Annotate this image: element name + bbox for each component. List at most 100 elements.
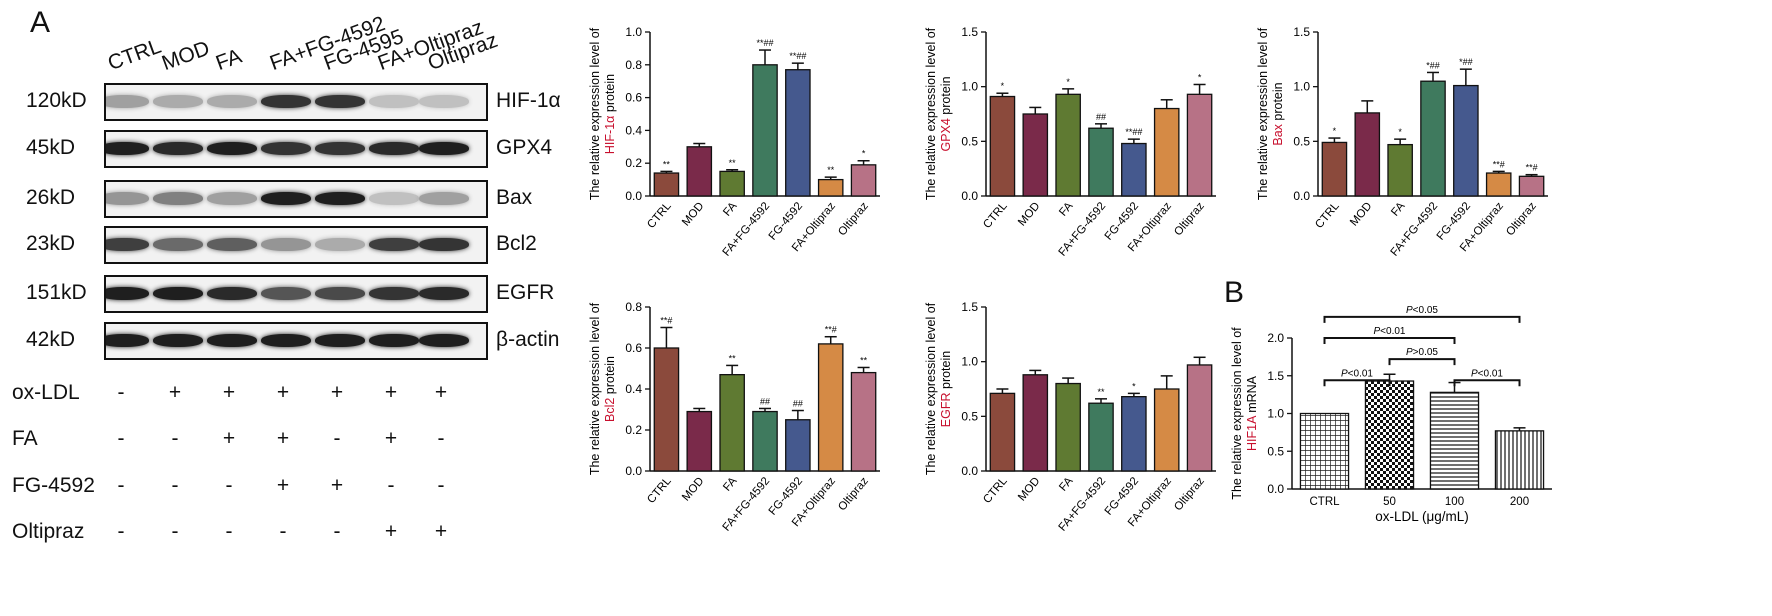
molecular-weight-label: 23kD	[26, 232, 76, 255]
protein-band	[369, 334, 419, 347]
x-tick-label: MOD	[1348, 200, 1374, 228]
x-tick-label: Oltipraz	[1504, 200, 1539, 238]
data-bar	[1153, 388, 1180, 472]
treatment-sign: -	[171, 474, 179, 497]
significance-mark: **	[663, 159, 671, 169]
y-tick-label: 0.5	[1293, 134, 1310, 148]
protein-band	[106, 142, 149, 155]
y-tick-label: 0.0	[1267, 482, 1284, 496]
p-value-label: P<0.01	[1374, 326, 1406, 337]
data-bar	[653, 172, 680, 197]
protein-band	[315, 95, 365, 108]
x-tick-label: FA	[1057, 200, 1075, 219]
x-tick-label: Oltipraz	[1172, 200, 1207, 238]
protein-band	[153, 238, 203, 251]
protein-band	[261, 334, 311, 347]
treatment-sign: +	[434, 381, 448, 404]
panel-a-label: A	[30, 6, 51, 39]
treatment-label: FG-4592	[12, 474, 95, 497]
y-tick-label: 1.0	[961, 80, 978, 94]
p-value-label: P<0.05	[1406, 305, 1438, 316]
molecular-weight-label: 42kD	[26, 328, 76, 351]
protein-name-label: β-actin	[496, 328, 560, 351]
x-tick-label: 200	[1510, 496, 1529, 508]
data-bar	[653, 347, 680, 472]
x-tick-label: FA	[721, 475, 739, 494]
data-bar	[1022, 374, 1049, 472]
protein-band	[369, 142, 419, 155]
blot-strip	[104, 322, 488, 360]
significance-mark: **##	[756, 38, 773, 48]
protein-band	[315, 287, 365, 300]
protein-band	[153, 95, 203, 108]
treatment-sign: +	[276, 427, 290, 450]
treatment-sign: +	[222, 381, 236, 404]
protein-band	[153, 142, 203, 155]
y-tick-label: 1.5	[961, 300, 978, 314]
protein-band	[315, 192, 365, 205]
x-tick-label: CTRL	[981, 475, 1010, 506]
treatment-label: Oltipraz	[12, 520, 85, 543]
x-tick-label: MOD	[1016, 200, 1042, 228]
x-tick-label: MOD	[680, 200, 706, 228]
protein-name-label: EGFR	[496, 281, 555, 304]
x-tick-label: 50	[1383, 496, 1396, 508]
y-tick-label: 1.5	[1267, 369, 1284, 383]
data-bar	[1088, 127, 1114, 197]
data-bar	[752, 410, 778, 472]
y-tick-label: 0.5	[961, 409, 978, 423]
significance-mark: **	[827, 165, 835, 175]
protein-band	[106, 95, 149, 108]
x-tick-label: FA	[1389, 200, 1407, 219]
comparison-bracket	[1323, 315, 1521, 323]
data-bar	[1153, 107, 1180, 197]
y-tick-label: 0.0	[961, 464, 978, 478]
data-bar	[1387, 143, 1413, 197]
y-axis-label: The relative expression level ofHIF1A mR…	[1230, 327, 1259, 500]
blot-strip	[104, 226, 488, 264]
significance-mark: **	[1097, 387, 1105, 397]
data-bar	[1121, 396, 1147, 472]
protein-band	[369, 238, 419, 251]
significance-mark: **	[729, 158, 737, 168]
data-bar	[686, 146, 713, 197]
significance-mark: ##	[1096, 112, 1106, 122]
protein-band	[315, 334, 365, 347]
protein-band	[369, 287, 419, 300]
blot-strip	[104, 275, 488, 313]
y-tick-label: 1.0	[1267, 407, 1284, 421]
protein-band	[207, 334, 257, 347]
y-tick-label: 0.2	[625, 156, 642, 170]
protein-band	[419, 287, 469, 300]
significance-mark: **##	[1125, 127, 1142, 137]
significance-mark: *##	[1459, 57, 1473, 67]
protein-name-label: Bcl2	[496, 232, 537, 255]
x-tick-label: 100	[1445, 496, 1464, 508]
protein-band	[153, 334, 203, 347]
treatment-sign: +	[330, 474, 344, 497]
data-bar	[1055, 93, 1081, 197]
treatment-sign: -	[387, 474, 395, 497]
x-tick-label: FA	[1057, 475, 1075, 494]
y-tick-label: 2.0	[1267, 331, 1284, 345]
treatment-sign: -	[437, 474, 445, 497]
y-axis-label: The relative expression level ofBax prot…	[1256, 27, 1285, 200]
comparison-bracket	[1323, 337, 1456, 344]
treatment-sign: +	[276, 381, 290, 404]
treatment-sign: -	[117, 381, 125, 404]
data-bar	[1429, 391, 1480, 490]
blot-strip	[104, 180, 488, 218]
protein-band	[207, 192, 257, 205]
molecular-weight-label: 151kD	[26, 281, 87, 304]
x-tick-label: CTRL	[1313, 200, 1342, 231]
protein-band	[419, 95, 469, 108]
data-bar	[1321, 141, 1348, 197]
treatment-sign: -	[117, 520, 125, 543]
p-value-label: P<0.01	[1471, 368, 1503, 379]
y-tick-label: 0.0	[961, 189, 978, 203]
treatment-sign: +	[384, 427, 398, 450]
data-bar	[1022, 113, 1049, 197]
protein-band	[106, 238, 149, 251]
comparison-bracket	[1323, 379, 1391, 387]
data-bar	[752, 64, 778, 197]
